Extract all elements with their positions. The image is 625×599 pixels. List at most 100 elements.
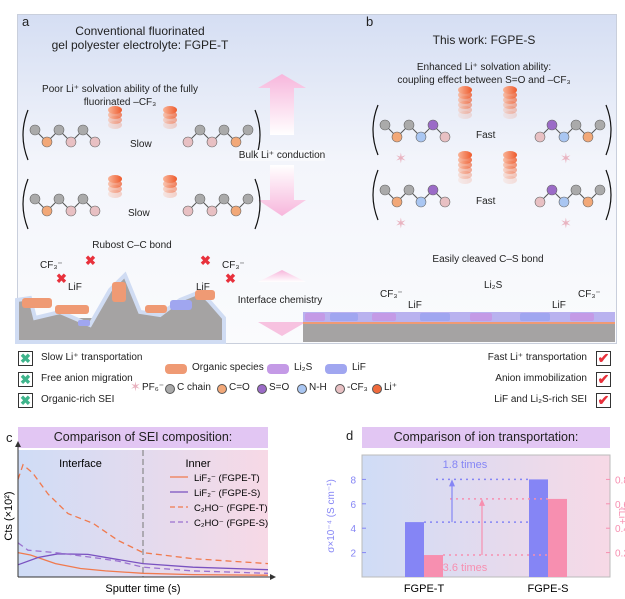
atom-co-icon	[230, 205, 242, 217]
atom-cf-icon	[89, 205, 101, 217]
li2s-label: Li₂S	[484, 280, 503, 291]
series-line-2	[17, 463, 269, 565]
speed-label: Slow	[128, 208, 150, 219]
y-tick-right: 0.8	[615, 475, 625, 486]
atom-swatch-icon	[335, 384, 345, 394]
legend-right-item: Anion immobilization	[495, 373, 587, 384]
cross-checkbox-icon: ✖	[18, 393, 33, 408]
speed-label: Slow	[130, 139, 152, 150]
atom-so-icon	[427, 119, 439, 131]
atom-co-icon	[41, 205, 53, 217]
atom-swatch-icon	[165, 384, 175, 394]
legend-left-item: Slow Li⁺ transportation	[41, 352, 143, 363]
species-label: Li₂S	[294, 362, 313, 373]
atom-swatch-icon	[257, 384, 267, 394]
speed-label: Fast	[476, 196, 496, 207]
li-ion-icon	[458, 86, 472, 94]
atom-swatch-icon	[372, 384, 382, 394]
atom-label: C=O	[229, 382, 250, 393]
atom-cchain-icon	[594, 184, 606, 196]
atom-cf-icon	[206, 205, 218, 217]
atom-cf-icon	[439, 131, 451, 143]
atom-cchain-icon	[77, 124, 89, 136]
lif-label: LiF	[408, 300, 422, 311]
bar-tli-FGPE-T	[424, 555, 443, 577]
region-label: Interface	[59, 458, 102, 470]
atom-nh-icon	[558, 131, 570, 143]
atom-cchain-icon	[403, 119, 415, 131]
atom-label: -CF₃	[347, 382, 368, 393]
panel-a-subtitle-1: Poor Li⁺ solvation ability of the fully	[42, 84, 198, 95]
bulk-arrow-down	[258, 165, 306, 216]
cf3-label: CF₃⁻	[40, 260, 63, 271]
x-axis-arrow-icon	[270, 574, 276, 580]
panel-b-title: This work: FGPE-S	[432, 33, 536, 47]
lif-label: LiF	[196, 282, 210, 293]
atom-cchain-icon	[29, 124, 41, 136]
interface-arrow-down	[258, 322, 306, 336]
x-axis-label: Sputter time (s)	[105, 583, 180, 595]
panel-a-title-1: Conventional fluorinated	[75, 24, 205, 38]
atom-cchain-icon	[194, 193, 206, 205]
y-axis-label: Cts (×10²)	[3, 491, 15, 540]
atom-label: Li⁺	[384, 382, 398, 393]
bar-sigma-FGPE-S	[529, 479, 548, 577]
speed-label: Fast	[476, 130, 496, 141]
atom-swatch-icon	[217, 384, 227, 394]
li-ion-icon	[108, 175, 122, 183]
atom-cchain-icon	[379, 184, 391, 196]
blocked-icon: ✖	[200, 253, 211, 268]
panel-b-subtitle-2: coupling effect between S=O and –CF₃	[397, 75, 571, 86]
cf3-label: CF₃⁻	[380, 289, 403, 300]
atom-cchain-icon	[53, 124, 65, 136]
category-label: FGPE-T	[404, 583, 445, 595]
y-axis-arrow-icon	[15, 441, 21, 447]
atom-label: N-H	[309, 382, 327, 393]
y-tick-right: 0.4	[615, 524, 625, 535]
legend-label: C₂HO⁻ (FGPE-T)	[194, 503, 268, 514]
region-label: Inner	[185, 458, 210, 470]
atom-cf-icon	[182, 205, 194, 217]
atom-label: PF₆⁻	[142, 382, 165, 393]
atom-nh-icon	[415, 131, 427, 143]
y-tick-left: 4	[350, 524, 356, 535]
li-ion-icon	[458, 151, 472, 159]
atom-swatch-icon	[297, 384, 307, 394]
atom-label: C chain	[177, 382, 211, 393]
atom-cf-icon	[65, 205, 77, 217]
atom-cchain-icon	[570, 184, 582, 196]
cf3-label: CF₃⁻	[578, 289, 601, 300]
li-ion-icon	[163, 175, 177, 183]
legend-label: C₂HO⁻ (FGPE-S)	[194, 518, 268, 529]
arrow-head-icon	[449, 479, 455, 487]
atom-cf-icon	[65, 136, 77, 148]
bracket	[372, 169, 379, 221]
atom-cf-icon	[534, 196, 546, 208]
blocked-icon: ✖	[85, 253, 96, 268]
bracket	[22, 109, 29, 161]
species-swatch	[267, 364, 289, 374]
li-ion-icon	[163, 106, 177, 114]
y-tick-left: 6	[350, 500, 356, 511]
atom-cchain-icon	[218, 193, 230, 205]
arrow-head-icon	[479, 498, 485, 506]
sei-composition-chart: Interface Inner LiF₂⁻ (FGPE-T) LiF₂⁻ (FGPE-…	[3, 441, 276, 595]
y-tick-left: 2	[350, 549, 356, 560]
species-label: Organic species	[192, 362, 264, 373]
atom-cchain-icon	[218, 124, 230, 136]
atom-nh-icon	[558, 196, 570, 208]
atom-cf-icon	[182, 136, 194, 148]
blocked-icon: ✖	[56, 271, 67, 286]
bond-label: Easily cleaved C–S bond	[432, 254, 544, 265]
y-tick-left: 8	[350, 475, 356, 486]
li-ion-icon	[503, 86, 517, 94]
bracket	[22, 178, 29, 230]
atom-cchain-icon	[29, 193, 41, 205]
y-axis-right-label: tLi+	[616, 508, 625, 525]
panel-b-subtitle-1: Enhanced Li⁺ solvation ability:	[416, 62, 552, 73]
annotation-tli-ratio: 3.6 times	[443, 562, 488, 574]
atom-nh-icon	[415, 196, 427, 208]
panel-c-title: Comparison of SEI composition:	[18, 427, 268, 448]
atom-cf-icon	[439, 196, 451, 208]
